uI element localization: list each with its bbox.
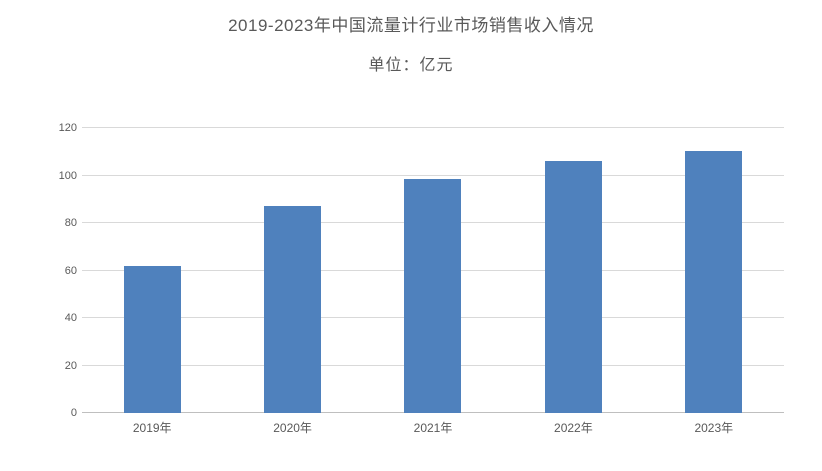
bar-column <box>82 128 222 413</box>
y-tick-label: 100 <box>58 169 77 182</box>
gridline <box>82 174 784 176</box>
x-tick-label: 2021年 <box>413 421 453 435</box>
x-tick-label: 2022年 <box>554 421 593 435</box>
bar-column <box>503 128 643 413</box>
x-tick-label: 2019年 <box>132 421 172 435</box>
bar-2021年 <box>404 179 462 413</box>
bar-column <box>222 128 362 413</box>
bar-column <box>644 128 784 413</box>
plot-area: 0 20 40 60 80 100 120 2019年 2020年 2021年 2022年 2023… <box>59 122 784 435</box>
chart-unit-label: 单位：亿元 <box>368 57 454 74</box>
y-tick-label: 40 <box>64 312 77 324</box>
y-tick-label: 60 <box>64 264 77 277</box>
y-tick-label: 120 <box>58 122 77 134</box>
bar-2019年 <box>123 265 181 413</box>
x-tick-label: 2023年 <box>694 421 734 435</box>
y-tick-label: 80 <box>64 217 77 229</box>
bar-column <box>363 128 503 413</box>
x-tick-label: 2020年 <box>273 421 312 435</box>
bar-2020年 <box>264 206 322 413</box>
bar-2022年 <box>544 161 602 413</box>
y-tick-label: 20 <box>64 359 77 372</box>
chart-title: 2019-2023年中国流量计行业市场销售收入情况 <box>228 16 594 35</box>
y-tick-label: 0 <box>70 407 77 419</box>
gridline <box>82 127 784 128</box>
bar-2023年 <box>685 150 743 413</box>
